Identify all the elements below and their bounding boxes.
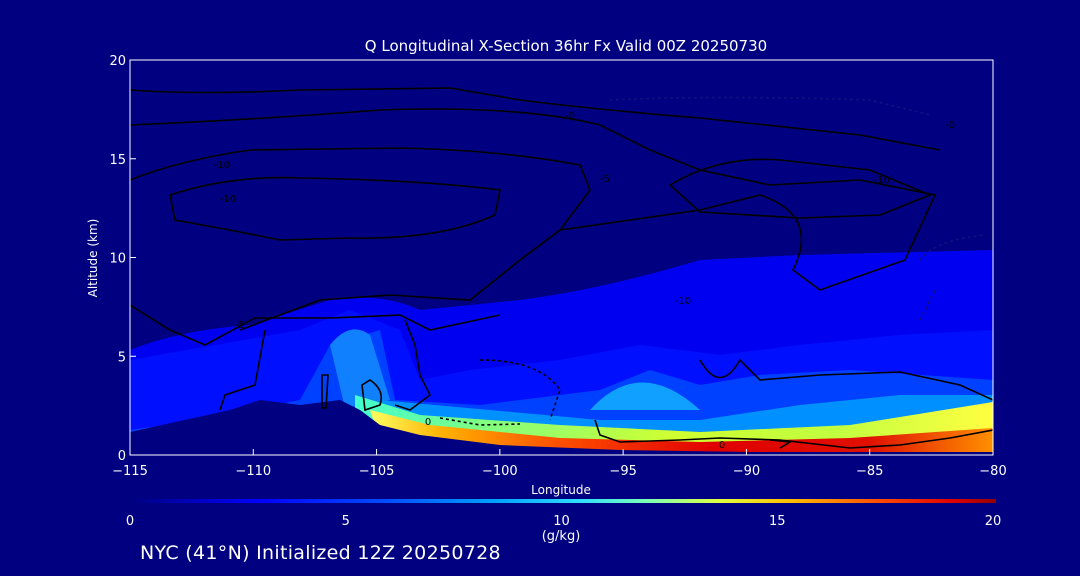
x-tick-label: −110 bbox=[235, 464, 271, 479]
contour-line bbox=[668, 158, 933, 219]
contour-line bbox=[321, 374, 329, 409]
colorbar-tick-label: 0 bbox=[126, 514, 134, 529]
moisture-shading bbox=[130, 250, 993, 455]
contour-label: -0 bbox=[945, 120, 955, 131]
x-tick-label: −105 bbox=[359, 464, 395, 479]
contour-line bbox=[130, 87, 941, 151]
colorbar-tick-label: 10 bbox=[553, 514, 570, 529]
x-tick-label: −90 bbox=[733, 464, 760, 479]
shading-terrain bbox=[130, 400, 993, 455]
colorbar bbox=[130, 499, 996, 503]
chart-title: Q Longitudinal X-Section 36hr Fx Valid 0… bbox=[365, 37, 767, 55]
contour-label: -5 bbox=[235, 320, 245, 331]
y-tick-label: 15 bbox=[109, 153, 126, 168]
shading-band-core bbox=[370, 410, 993, 455]
x-axis: −115 −110 −105 −100 −95 −90 −85 −80 bbox=[112, 449, 1007, 479]
x-tick-label: −85 bbox=[856, 464, 883, 479]
x-tick-label: −80 bbox=[979, 464, 1006, 479]
contour-label: -10 bbox=[675, 296, 691, 307]
contour-label: -10 bbox=[220, 194, 236, 205]
colorbar-label: (g/kg) bbox=[542, 529, 581, 544]
y-axis-title: Altitude (km) bbox=[86, 219, 100, 298]
contour-line bbox=[130, 108, 937, 331]
contour-line bbox=[439, 417, 521, 426]
contour-line bbox=[479, 359, 561, 421]
shading-bump-94 bbox=[590, 382, 700, 410]
x-tick-label: −95 bbox=[609, 464, 636, 479]
contour-line bbox=[169, 176, 501, 241]
y-tick-label: 0 bbox=[118, 449, 126, 464]
colorbar-tick-label: 20 bbox=[985, 514, 1002, 529]
contour-label: 0 bbox=[425, 417, 431, 428]
contour-line bbox=[594, 419, 993, 449]
contour-label: -5 bbox=[600, 174, 610, 185]
y-tick-label: 20 bbox=[109, 54, 126, 69]
contour-line bbox=[609, 96, 931, 116]
contour-labels: 0 0 -0 -5 -10 -10 -10 -10 -5 -0 bbox=[214, 111, 955, 451]
contour-line bbox=[919, 234, 986, 321]
contour-line bbox=[130, 147, 591, 261]
x-tick-label: −115 bbox=[112, 464, 148, 479]
contour-label: -10 bbox=[874, 175, 890, 186]
contour-label: -0 bbox=[565, 111, 575, 122]
contour-line bbox=[130, 304, 501, 346]
footer-init-info: NYC (41°N) Initialized 12Z 20250728 bbox=[140, 542, 501, 564]
colorbar-ticks: 0 5 10 15 20 bbox=[126, 514, 1001, 529]
y-tick-label: 5 bbox=[118, 350, 126, 365]
contour-line bbox=[361, 379, 383, 412]
y-tick-label: 10 bbox=[109, 252, 126, 267]
contour-line bbox=[769, 439, 793, 449]
colorbar-tick-label: 15 bbox=[769, 514, 786, 529]
x-axis-title: Longitude bbox=[531, 483, 591, 497]
shading-column-peak bbox=[330, 329, 390, 408]
contour-lines bbox=[130, 87, 993, 449]
x-tick-label: −100 bbox=[482, 464, 518, 479]
contour-label: 0 bbox=[719, 440, 725, 451]
contour-line bbox=[394, 319, 432, 411]
contour-label: -10 bbox=[214, 160, 230, 171]
contour-line bbox=[699, 358, 993, 401]
colorbar-tick-label: 5 bbox=[342, 514, 350, 529]
y-axis: 0 5 10 15 20 bbox=[109, 54, 136, 464]
contour-line bbox=[219, 329, 266, 411]
